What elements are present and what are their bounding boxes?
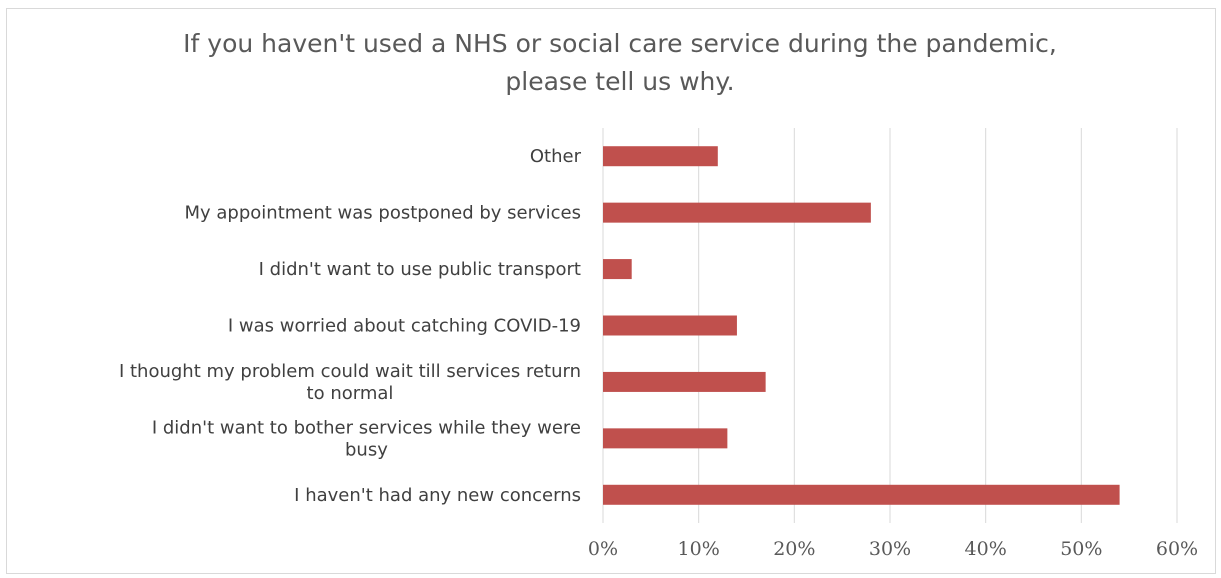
gridlines bbox=[602, 128, 1178, 523]
bars bbox=[603, 146, 1120, 505]
bar bbox=[603, 259, 632, 280]
x-axis-tick-labels: 0% 10% 20% 30% 40% 50% 60% bbox=[588, 538, 1198, 560]
bar bbox=[603, 315, 737, 336]
bar bbox=[603, 428, 728, 449]
x-tick-label: 0% bbox=[588, 538, 618, 560]
category-label: to normal bbox=[307, 383, 394, 404]
chart-title: If you haven't used a NHS or social care… bbox=[183, 29, 1057, 96]
category-label: busy bbox=[345, 439, 388, 460]
x-tick-label: 60% bbox=[1156, 538, 1198, 560]
category-label: Other bbox=[530, 146, 582, 167]
category-label: I haven't had any new concerns bbox=[294, 485, 581, 506]
category-label: My appointment was postponed by services bbox=[184, 203, 581, 224]
category-label: I didn't want to use public transport bbox=[259, 259, 581, 280]
category-label: I didn't want to bother services while t… bbox=[152, 417, 581, 438]
x-tick-label: 30% bbox=[869, 538, 911, 560]
bar bbox=[603, 146, 718, 167]
bar bbox=[603, 202, 871, 223]
chart-title-line: please tell us why. bbox=[505, 67, 734, 96]
category-labels: Other My appointment was postponed by ser… bbox=[119, 146, 582, 506]
x-tick-label: 10% bbox=[678, 538, 720, 560]
x-tick-label: 40% bbox=[965, 538, 1007, 560]
bar bbox=[603, 484, 1120, 505]
category-label: I thought my problem could wait till ser… bbox=[119, 361, 581, 382]
x-tick-label: 50% bbox=[1060, 538, 1102, 560]
category-label: I was worried about catching COVID-19 bbox=[228, 316, 581, 337]
chart-title-line: If you haven't used a NHS or social care… bbox=[183, 29, 1057, 58]
bar bbox=[603, 371, 766, 392]
x-tick-label: 20% bbox=[773, 538, 815, 560]
chart-frame bbox=[6, 8, 1216, 574]
